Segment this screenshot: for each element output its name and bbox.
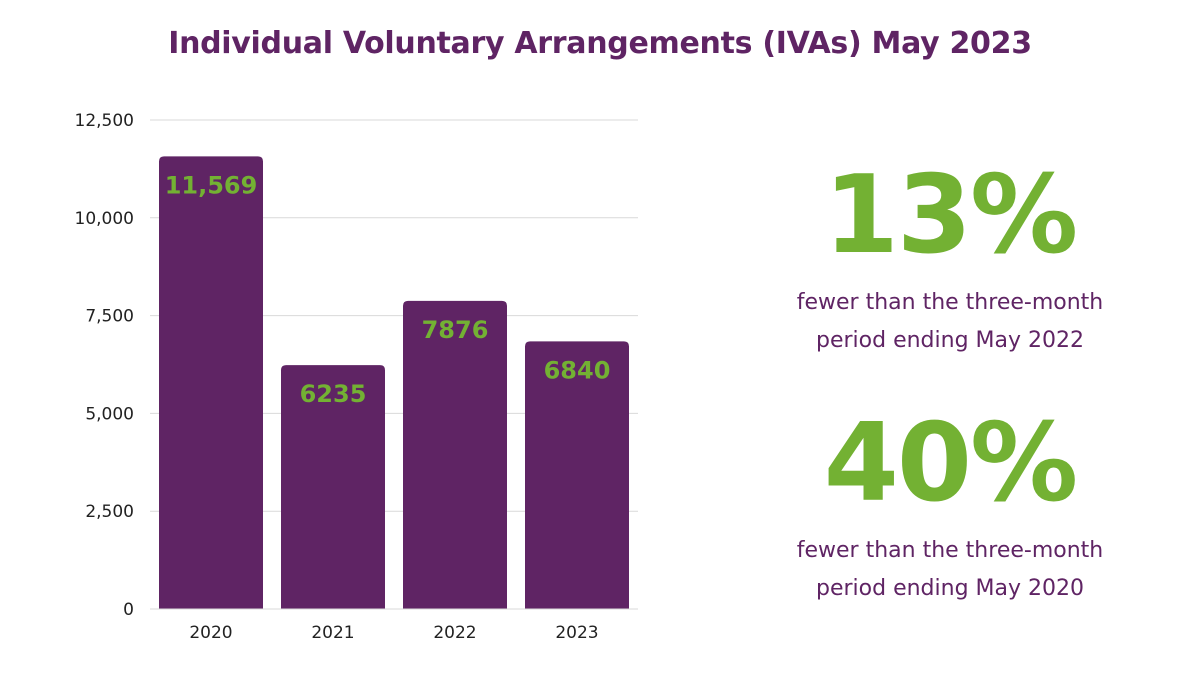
stat-caption-2020: fewer than the three-month period ending…	[796, 538, 1104, 601]
stat-value-2020: 40%	[823, 401, 1079, 526]
x-tick-label: 2021	[311, 623, 354, 643]
stat-block-2022: 13% fewer than the three-month period en…	[740, 162, 1160, 360]
y-tick-label: 5,000	[85, 404, 134, 424]
stat-value-2022: 13%	[823, 153, 1079, 278]
y-tick-label: 12,500	[75, 111, 134, 131]
x-tick-label: 2020	[189, 623, 232, 643]
stat-block-2020: 40% fewer than the three-month period en…	[740, 410, 1160, 608]
bar-2023	[525, 341, 629, 609]
bar-2022	[403, 300, 507, 609]
data-label-2020: 11,569	[165, 171, 258, 199]
stat-caption-2022: fewer than the three-month period ending…	[796, 290, 1104, 353]
bar-chart: 0 2,500 5,000 7,500 10,000 12,500 11,569 2020 62…	[75, 111, 638, 643]
data-label-2021: 6235	[300, 380, 367, 408]
bar-2021	[281, 365, 385, 609]
x-tick-label: 2023	[555, 623, 598, 643]
x-tick-label: 2022	[433, 623, 476, 643]
data-label-2023: 6840	[544, 356, 611, 384]
chart-title: Individual Voluntary Arrangements (IVAs)…	[168, 26, 1032, 61]
bar-2020	[159, 156, 263, 609]
y-tick-label: 2,500	[85, 502, 134, 522]
data-label-2022: 7876	[422, 316, 489, 344]
y-tick-label: 10,000	[75, 209, 134, 229]
y-tick-label: 7,500	[85, 307, 134, 327]
y-tick-label: 0	[123, 600, 134, 620]
